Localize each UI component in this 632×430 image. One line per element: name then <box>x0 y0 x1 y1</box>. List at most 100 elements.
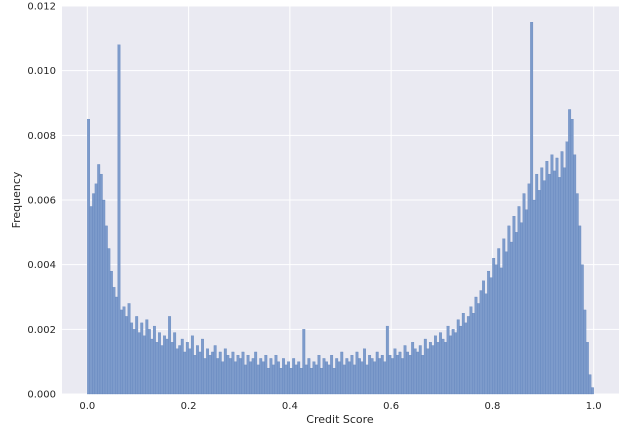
histogram-bar <box>211 351 215 395</box>
histogram-bar <box>565 141 569 395</box>
histogram-bar <box>115 296 118 395</box>
histogram-bar <box>163 335 166 395</box>
histogram-bar <box>563 167 566 395</box>
histogram-bar <box>515 232 518 395</box>
histogram-bar <box>150 338 154 395</box>
y-tick-label: 0.010 <box>27 66 56 77</box>
histogram-bar <box>158 332 161 395</box>
histogram-bar <box>330 355 334 395</box>
histogram-bar <box>183 351 187 395</box>
histogram-bar <box>322 358 326 395</box>
y-tick-label: 0.004 <box>27 260 56 271</box>
histogram-bar <box>360 361 364 395</box>
histogram-bar <box>269 358 273 395</box>
histogram-bar <box>411 342 415 395</box>
histogram-bar <box>249 361 253 395</box>
histogram-bar <box>370 358 374 395</box>
histogram-bar <box>241 351 245 395</box>
histogram-bar <box>353 364 356 395</box>
y-tick-label: 0.006 <box>27 196 56 207</box>
histogram-bar <box>173 332 177 395</box>
histogram-bar <box>325 361 328 395</box>
histogram-bar <box>239 358 242 395</box>
histogram-bar <box>284 364 288 395</box>
histogram-bar <box>307 358 311 395</box>
histogram-bar <box>140 322 144 395</box>
histogram-bar <box>550 154 554 395</box>
histogram-bar <box>375 351 379 395</box>
histogram-bar <box>312 361 316 395</box>
histogram-bar <box>335 358 339 395</box>
histogram-bar <box>206 348 209 395</box>
histogram-bar <box>499 267 503 395</box>
histogram-bar <box>125 316 128 395</box>
histogram-bar <box>487 270 491 395</box>
histogram-bar <box>469 306 473 395</box>
histogram-bar <box>135 316 139 395</box>
histogram-bar <box>304 364 308 395</box>
histogram-bar <box>416 351 420 395</box>
histogram-bar <box>168 316 172 395</box>
histogram-bar <box>517 206 521 395</box>
histogram-bar <box>198 351 202 395</box>
histogram-bar <box>358 358 361 395</box>
histogram-bar <box>446 325 450 395</box>
histogram-bar <box>277 361 280 395</box>
histogram-bar <box>436 342 440 395</box>
histogram-bar <box>221 361 225 395</box>
histogram-bar <box>137 332 141 395</box>
x-tick-label: 0.6 <box>383 401 399 412</box>
histogram-bar <box>532 199 536 395</box>
histogram-bar <box>256 364 260 395</box>
histogram-bar <box>94 183 98 395</box>
histogram-bar <box>175 348 179 395</box>
histogram-bar <box>226 355 230 395</box>
x-tick-label: 0.8 <box>484 401 500 412</box>
histogram-bar <box>180 338 184 395</box>
histogram-bar <box>130 322 134 395</box>
histogram-bar <box>428 342 432 395</box>
histogram-bar <box>264 355 268 395</box>
histogram-bar <box>507 225 511 395</box>
histogram-bar <box>540 167 544 395</box>
histogram-bar <box>160 345 164 395</box>
histogram-bar <box>454 332 458 395</box>
y-tick-label: 0.000 <box>27 390 56 401</box>
histogram-bar <box>378 358 382 395</box>
histogram-bar <box>591 387 594 395</box>
histogram-bar <box>545 161 549 395</box>
histogram-bar <box>236 355 240 395</box>
histogram-bar <box>509 241 513 395</box>
histogram-bar <box>170 342 174 395</box>
histogram-bar <box>246 355 250 395</box>
histogram-bar <box>494 264 498 395</box>
histogram-bar <box>575 193 579 395</box>
histogram-bar <box>117 44 121 395</box>
histogram-bar <box>368 355 372 395</box>
histogram-bar <box>218 351 222 395</box>
histogram-bar <box>459 325 463 395</box>
histogram-bar <box>588 374 592 395</box>
histogram-bar <box>585 342 589 395</box>
histogram-bar <box>542 180 546 395</box>
histogram-bar <box>155 342 159 395</box>
histogram-bar <box>178 345 182 395</box>
histogram-bar <box>423 338 427 395</box>
histogram-bar <box>403 345 407 395</box>
histogram-bar <box>299 367 303 395</box>
histogram-bar <box>398 351 402 395</box>
x-axis-label: Credit Score <box>306 413 374 426</box>
histogram-bar <box>474 296 478 395</box>
y-tick-label: 0.002 <box>27 325 56 336</box>
histogram-bar <box>492 258 496 395</box>
histogram-bar <box>449 335 453 395</box>
histogram-bar <box>421 355 425 395</box>
histogram-bar <box>555 157 559 395</box>
histogram-bar <box>553 170 556 395</box>
histogram-bar <box>484 293 488 395</box>
histogram-bar <box>342 364 346 395</box>
histogram-bar <box>408 355 412 395</box>
histogram-bar <box>431 345 435 395</box>
histogram-bar <box>347 361 351 395</box>
histogram-bar <box>396 355 399 395</box>
